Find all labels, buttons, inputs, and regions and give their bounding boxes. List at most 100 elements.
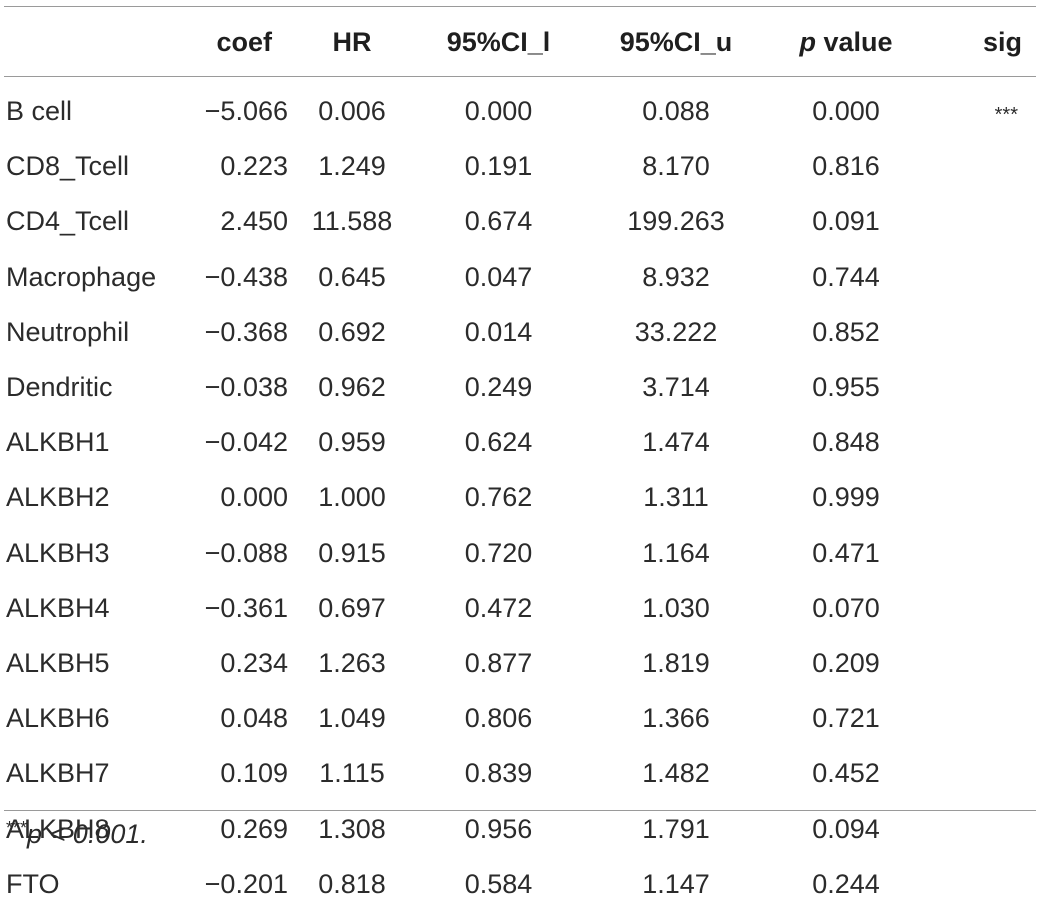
row-coef: 0.234 [220,647,288,678]
row-ci-lower: 0.839 [464,758,533,789]
row-ci-upper: 33.222 [634,316,718,347]
row-ci-lower: 0.956 [464,813,533,844]
row-ci-upper: 1.791 [642,813,710,844]
table-row: Macrophage −0.438 0.645 0.047 8.932 0.744 [4,250,1036,305]
row-sig [921,360,1036,415]
table-row: ALKBH7 0.109 1.115 0.839 1.482 0.452 [4,746,1036,801]
row-p-value: 0.744 [812,261,880,292]
row-p-value: 0.721 [812,703,880,734]
row-coef: 0.048 [220,703,288,734]
row-ci-lower: 0.191 [464,151,533,182]
row-sig [921,581,1036,636]
table-row: ALKBH2 0.000 1.000 0.762 1.311 0.999 [4,470,1036,525]
header-name [4,0,188,84]
row-hr: 1.000 [318,482,386,513]
row-name: ALKBH1 [6,427,110,458]
row-ci-upper: 0.088 [642,96,710,127]
row-p-value: 0.816 [812,151,880,182]
row-ci-lower: 0.806 [464,703,533,734]
row-coef: −0.088 [204,537,288,568]
row-p-value: 0.209 [812,647,880,678]
row-sig [921,250,1036,305]
row-coef: 0.109 [220,758,288,789]
row-sig [921,636,1036,691]
row-name: ALKBH3 [6,537,110,568]
row-hr: 11.588 [311,206,393,237]
row-p-value: 0.955 [812,372,880,403]
row-name: ALKBH5 [6,647,110,678]
row-name: CD4_Tcell [6,206,130,237]
header-coef: coef [216,26,272,57]
row-hr: 0.692 [318,316,386,347]
row-coef: −0.038 [204,372,288,403]
table-row: CD4_Tcell 2.450 11.588 0.674 199.263 0.091 [4,194,1036,249]
table-row: Dendritic −0.038 0.962 0.249 3.714 0.955 [4,360,1036,415]
table-row: ALKBH1 −0.042 0.959 0.624 1.474 0.848 [4,415,1036,470]
header-p-rest: value [815,26,893,57]
table-row: ALKBH4 −0.361 0.697 0.472 1.030 0.070 [4,581,1036,636]
row-sig [921,139,1036,194]
row-name: ALKBH6 [6,703,110,734]
row-p-value: 0.999 [812,482,880,513]
row-name: Dendritic [6,372,113,403]
header-rule [4,76,1036,77]
row-sig [921,415,1036,470]
row-ci-lower: 0.014 [464,316,533,347]
row-p-value: 0.244 [812,868,880,899]
row-ci-upper: 1.819 [642,647,710,678]
footnote-stars: *** [6,818,28,838]
header-p-value: p value [771,0,921,84]
row-sig [921,801,1036,856]
row-ci-lower: 0.000 [464,96,533,127]
row-hr: 0.006 [318,96,386,127]
bottom-rule [4,810,1036,811]
table-row: CD8_Tcell 0.223 1.249 0.191 8.170 0.816 [4,139,1036,194]
row-coef: 0.269 [220,813,288,844]
row-coef: 0.000 [220,482,288,513]
row-ci-upper: 1.474 [642,427,710,458]
row-p-value: 0.070 [812,592,880,623]
row-name: ALKBH2 [6,482,110,513]
row-coef: −0.368 [204,316,288,347]
cox-regression-table: coef HR 95%CI_l 95%CI_u p value sig B ce… [4,0,1036,912]
row-p-value: 0.091 [812,206,880,237]
row-p-value: 0.000 [812,96,880,127]
row-coef: −0.438 [204,261,288,292]
row-ci-upper: 1.147 [642,868,710,899]
row-sig: *** [994,104,1018,127]
row-name: ALKBH7 [6,758,110,789]
row-coef: −0.042 [204,427,288,458]
row-sig [921,194,1036,249]
row-ci-lower: 0.249 [464,372,533,403]
footnote: ***p < 0.001. [6,818,148,850]
row-ci-lower: 0.624 [464,427,533,458]
row-hr: 0.959 [318,427,386,458]
row-p-value: 0.848 [812,427,880,458]
row-hr: 1.263 [318,647,386,678]
row-ci-upper: 8.170 [642,151,710,182]
row-ci-upper: 1.366 [642,703,710,734]
row-hr: 1.115 [319,758,385,789]
row-name: ALKBH4 [6,592,110,623]
row-sig [921,305,1036,360]
row-name: ALKBH8 [6,813,110,844]
row-hr: 0.645 [318,261,386,292]
row-hr: 0.818 [318,868,386,899]
row-ci-lower: 0.877 [464,647,533,678]
row-coef: 0.223 [220,151,288,182]
table-row: ALKBH5 0.234 1.263 0.877 1.819 0.209 [4,636,1036,691]
row-name: FTO [6,868,60,899]
table-page: coef HR 95%CI_l 95%CI_u p value sig B ce… [4,6,1036,899]
table-row: FTO −0.201 0.818 0.584 1.147 0.244 [4,857,1036,912]
row-sig [921,470,1036,525]
row-ci-lower: 0.762 [464,482,533,513]
row-hr: 1.249 [318,151,386,182]
row-sig [921,526,1036,581]
row-p-value: 0.094 [812,813,880,844]
row-ci-lower: 0.047 [464,261,533,292]
row-ci-lower: 0.720 [464,537,533,568]
row-p-value: 0.471 [812,537,880,568]
row-hr: 1.308 [318,813,386,844]
row-name: B cell [6,96,73,127]
row-hr: 0.915 [318,537,386,568]
